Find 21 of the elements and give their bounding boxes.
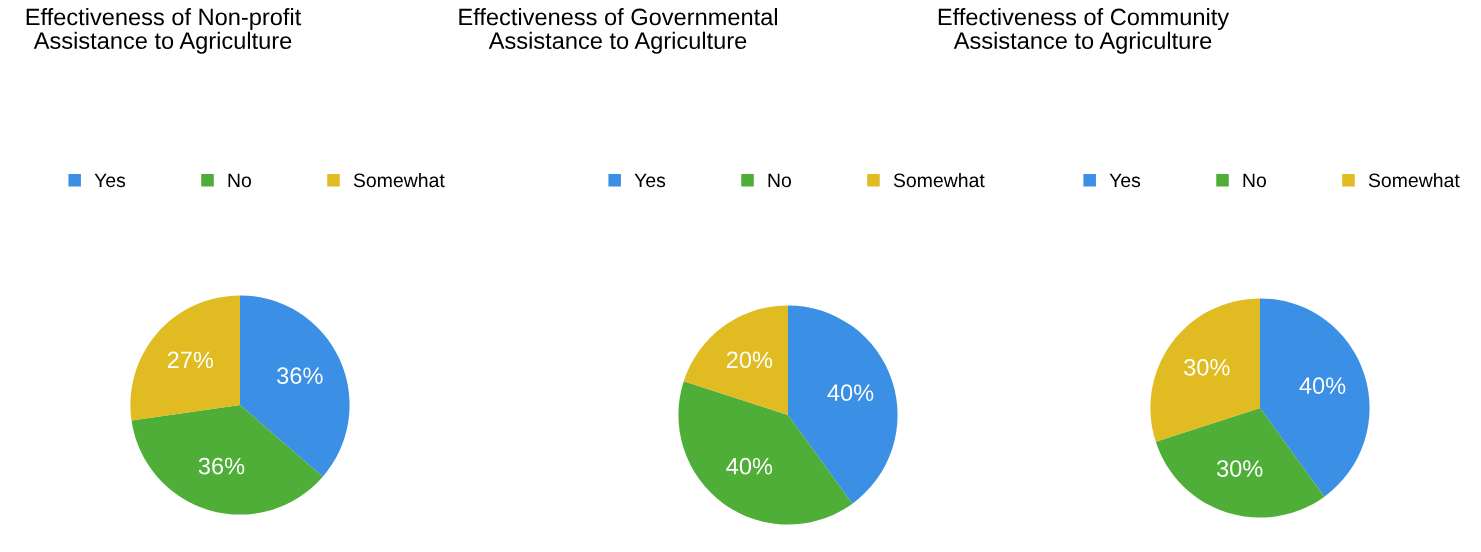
legend-label: Somewhat	[1368, 172, 1460, 188]
legend-label: Yes	[1109, 173, 1141, 188]
legend-label: No	[1243, 173, 1266, 188]
legend-label: Yes	[634, 173, 666, 188]
legend-label: No	[768, 173, 791, 188]
legend-label: No	[228, 173, 251, 188]
data-label: 30%	[1184, 358, 1230, 376]
chart-title: Effectiveness of Community Assistance to Agriculture	[938, 8, 1230, 54]
chart-title: Effectiveness of Non-profit Assistance to Agriculture	[26, 8, 302, 54]
legend-label: Somewhat	[893, 172, 985, 188]
data-label: 36%	[277, 367, 323, 385]
data-label: 40%	[1299, 377, 1346, 395]
data-label: 20%	[726, 351, 773, 369]
data-label: 40%	[726, 457, 773, 475]
data-label: 27%	[167, 351, 214, 369]
legend-label: Yes	[94, 173, 126, 188]
data-label: 40%	[827, 384, 874, 402]
legend-label: Somewhat	[353, 172, 445, 188]
data-label: 36%	[198, 457, 245, 475]
data-label: 30%	[1216, 460, 1263, 477]
chart-title: Effectiveness of Governmental Assistance to Agriculture	[459, 8, 777, 54]
